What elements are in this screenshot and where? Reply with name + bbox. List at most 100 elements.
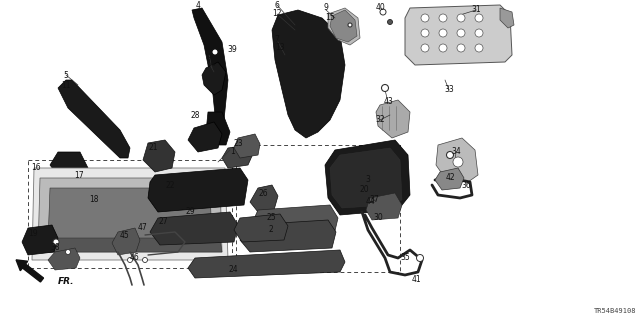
Text: 13: 13 <box>275 44 285 52</box>
Text: 6: 6 <box>275 1 280 10</box>
Text: 23: 23 <box>233 139 243 148</box>
Circle shape <box>457 44 465 52</box>
Circle shape <box>143 258 147 262</box>
Polygon shape <box>330 148 402 208</box>
Polygon shape <box>143 140 175 172</box>
Polygon shape <box>436 138 478 182</box>
Text: 44: 44 <box>365 197 375 206</box>
FancyArrow shape <box>16 260 44 282</box>
Text: 30: 30 <box>373 213 383 222</box>
Text: 17: 17 <box>74 171 84 180</box>
Circle shape <box>475 44 483 52</box>
Polygon shape <box>330 10 357 42</box>
Text: 35: 35 <box>400 253 410 262</box>
Text: 26: 26 <box>258 188 268 197</box>
Text: 15: 15 <box>325 13 335 22</box>
Polygon shape <box>148 168 248 212</box>
Circle shape <box>387 20 392 25</box>
Circle shape <box>65 250 70 254</box>
Circle shape <box>348 23 352 27</box>
Polygon shape <box>328 8 360 45</box>
Polygon shape <box>188 250 345 278</box>
Circle shape <box>439 14 447 22</box>
Circle shape <box>475 29 483 37</box>
Circle shape <box>457 14 465 22</box>
Text: 25: 25 <box>266 212 276 221</box>
Circle shape <box>453 157 463 167</box>
Polygon shape <box>22 225 58 255</box>
Polygon shape <box>32 168 228 260</box>
Circle shape <box>421 29 429 37</box>
Text: 38: 38 <box>50 244 60 252</box>
Polygon shape <box>188 122 222 152</box>
Text: 36: 36 <box>461 180 471 189</box>
Text: 3: 3 <box>365 175 371 185</box>
Text: 43: 43 <box>383 98 393 107</box>
Polygon shape <box>272 10 345 138</box>
Text: 39: 39 <box>227 45 237 54</box>
Circle shape <box>421 44 429 52</box>
Polygon shape <box>240 220 336 252</box>
Text: 29: 29 <box>185 207 195 217</box>
Text: 1: 1 <box>230 148 236 156</box>
Polygon shape <box>50 152 88 178</box>
Text: 42: 42 <box>445 173 455 182</box>
Text: 21: 21 <box>148 143 157 153</box>
Circle shape <box>421 14 429 22</box>
Polygon shape <box>366 193 402 220</box>
Text: FR.: FR. <box>58 277 74 286</box>
Polygon shape <box>112 228 140 255</box>
Text: 41: 41 <box>411 276 421 284</box>
Circle shape <box>475 14 483 22</box>
Text: 32: 32 <box>375 116 385 124</box>
Polygon shape <box>192 8 228 125</box>
Text: 14: 14 <box>206 59 216 68</box>
Text: 47: 47 <box>137 223 147 233</box>
Polygon shape <box>500 8 514 28</box>
Polygon shape <box>234 214 288 242</box>
Text: 34: 34 <box>451 148 461 156</box>
Text: 10: 10 <box>193 10 203 19</box>
Text: 2: 2 <box>269 226 273 235</box>
Polygon shape <box>234 134 260 158</box>
Text: 33: 33 <box>444 85 454 94</box>
Circle shape <box>439 29 447 37</box>
Text: 28: 28 <box>190 110 200 119</box>
Text: 22: 22 <box>165 180 175 189</box>
Polygon shape <box>48 248 80 270</box>
Text: 27: 27 <box>158 217 168 226</box>
Text: 9: 9 <box>324 4 328 12</box>
Text: 31: 31 <box>471 5 481 14</box>
Polygon shape <box>38 178 222 252</box>
Text: 8: 8 <box>207 51 211 60</box>
Text: 39: 39 <box>204 44 214 52</box>
Polygon shape <box>150 212 238 245</box>
Circle shape <box>212 49 218 55</box>
Text: 40: 40 <box>376 4 386 12</box>
Text: 45: 45 <box>119 231 129 241</box>
Circle shape <box>417 254 424 261</box>
Polygon shape <box>222 145 252 168</box>
Circle shape <box>53 239 59 245</box>
Text: 37: 37 <box>369 196 379 204</box>
Circle shape <box>447 151 454 158</box>
Circle shape <box>381 84 388 92</box>
Polygon shape <box>206 112 230 145</box>
Polygon shape <box>250 205 338 238</box>
Text: TR54B49108: TR54B49108 <box>593 308 636 314</box>
Circle shape <box>439 44 447 52</box>
Circle shape <box>380 9 386 15</box>
Text: 46: 46 <box>129 253 139 262</box>
Text: 12: 12 <box>272 10 282 19</box>
Text: 18: 18 <box>89 196 99 204</box>
Text: 20: 20 <box>359 186 369 195</box>
Text: 5: 5 <box>63 70 68 79</box>
Polygon shape <box>376 100 410 138</box>
Circle shape <box>457 29 465 37</box>
Text: 7: 7 <box>275 36 280 44</box>
Polygon shape <box>435 168 464 190</box>
Text: 16: 16 <box>31 164 41 172</box>
Polygon shape <box>38 238 222 252</box>
Text: 11: 11 <box>61 81 71 90</box>
Polygon shape <box>48 188 212 242</box>
